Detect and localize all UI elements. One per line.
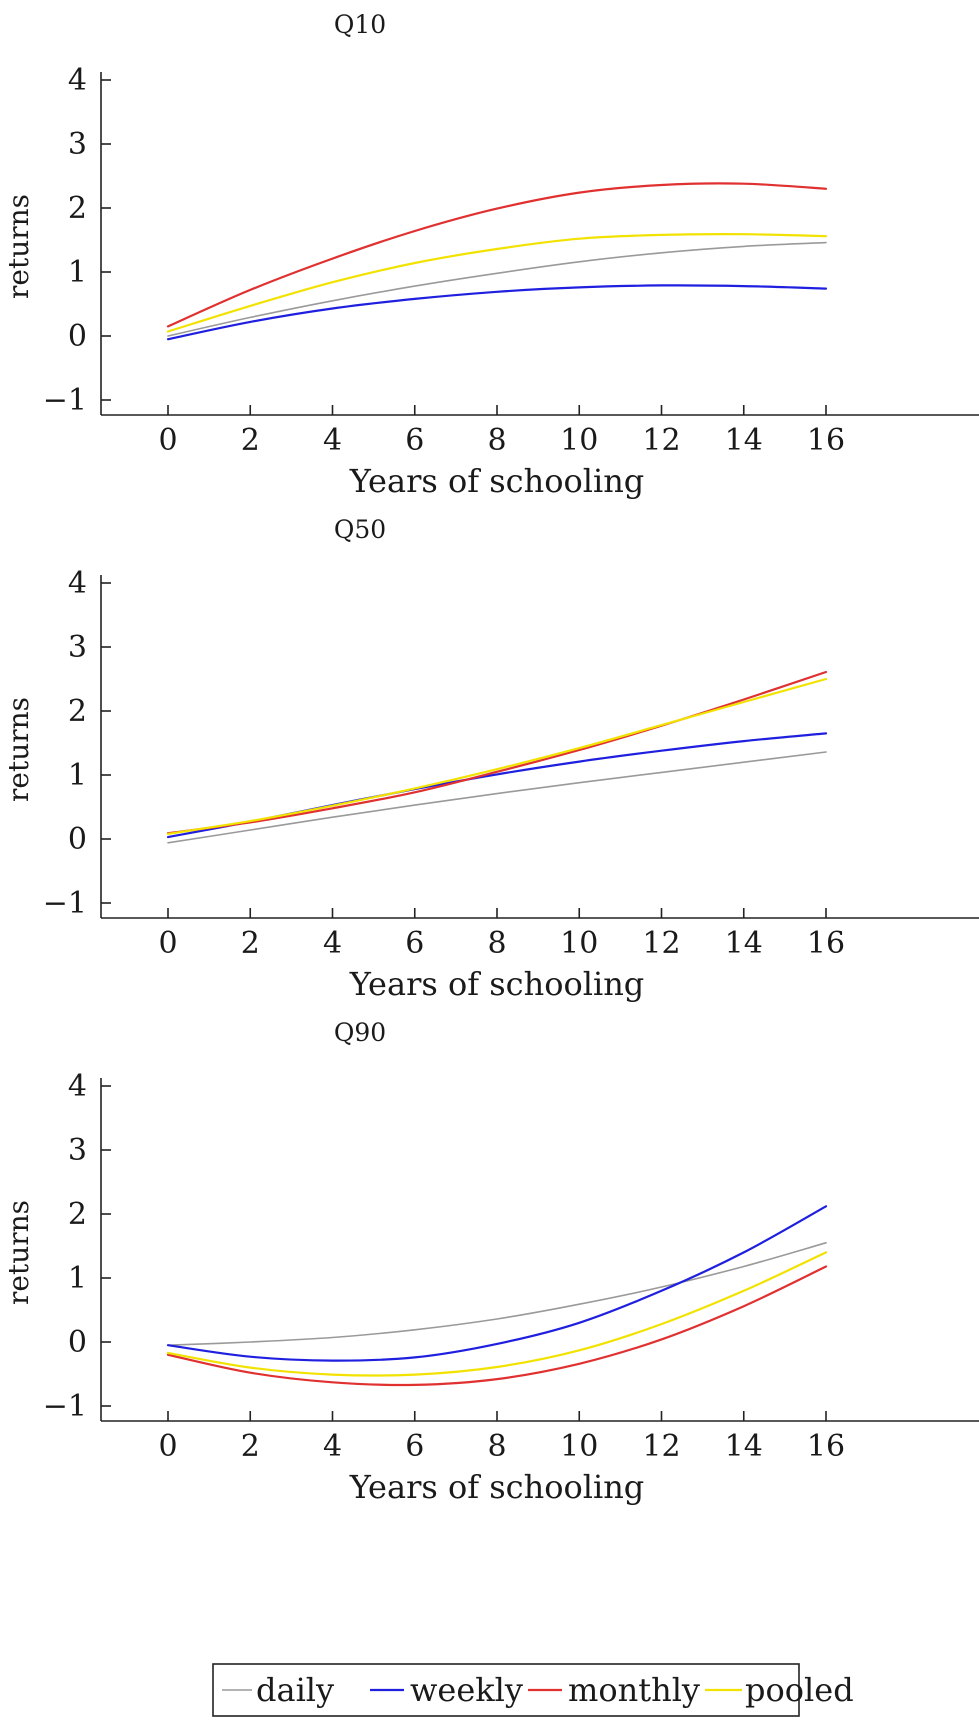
y-axis-label: returns xyxy=(2,697,35,802)
y-tick-label: 2 xyxy=(68,694,87,729)
x-tick-label: 4 xyxy=(323,1429,342,1464)
y-tick-label: 2 xyxy=(68,191,87,226)
y-tick-label: 3 xyxy=(68,127,87,162)
y-tick-label: −1 xyxy=(43,1389,87,1424)
series-line-weekly xyxy=(166,284,828,341)
x-tick-label: 14 xyxy=(725,1429,763,1464)
y-tick-label: 4 xyxy=(68,1069,87,1104)
legend-box xyxy=(212,1663,800,1717)
x-tick-label: 10 xyxy=(560,423,598,458)
x-tick-label: 0 xyxy=(158,423,177,458)
x-axis-label: Years of schooling xyxy=(349,462,645,500)
legend-item-monthly: monthly xyxy=(528,1671,700,1709)
legend-label: pooled xyxy=(745,1671,854,1709)
y-tick-label: 1 xyxy=(68,758,87,793)
x-tick-label: 2 xyxy=(241,1429,260,1464)
series-line-daily xyxy=(167,241,827,337)
x-tick-label: 10 xyxy=(560,926,598,961)
x-tick-label: 6 xyxy=(405,1429,424,1464)
series-line-monthly xyxy=(166,670,828,835)
chart-title: Q50 xyxy=(334,515,386,544)
x-axis-label: Years of schooling xyxy=(349,1468,645,1506)
y-tick-label: 1 xyxy=(68,255,87,290)
x-tick-label: 0 xyxy=(158,926,177,961)
y-tick-label: 2 xyxy=(68,1197,87,1232)
series-line-pooled xyxy=(166,1251,828,1377)
y-tick-label: −1 xyxy=(43,383,87,418)
chart-title: Q10 xyxy=(334,10,386,39)
legend-label: daily xyxy=(256,1671,334,1709)
x-tick-label: 14 xyxy=(725,423,763,458)
x-tick-label: 2 xyxy=(241,926,260,961)
x-axis-label: Years of schooling xyxy=(349,965,645,1003)
legend-item-pooled: pooled xyxy=(705,1671,854,1709)
y-tick-label: −1 xyxy=(43,886,87,921)
legend-item-daily: daily xyxy=(222,1671,334,1709)
x-tick-label: 6 xyxy=(405,926,424,961)
series-line-weekly xyxy=(166,732,828,839)
series-line-daily xyxy=(167,751,827,844)
x-tick-label: 4 xyxy=(323,926,342,961)
x-tick-label: 14 xyxy=(725,926,763,961)
x-tick-label: 16 xyxy=(807,926,845,961)
x-tick-label: 10 xyxy=(560,1429,598,1464)
y-tick-label: 0 xyxy=(68,319,87,354)
legend: daily weekly monthly pooled xyxy=(212,1663,854,1717)
y-tick-label: 4 xyxy=(68,63,87,98)
y-axis-label: returns xyxy=(2,194,35,299)
legend-item-weekly: weekly xyxy=(370,1671,523,1709)
series-line-monthly xyxy=(166,182,828,328)
y-tick-label: 3 xyxy=(68,1133,87,1168)
series-line-daily xyxy=(167,1242,827,1346)
x-tick-label: 0 xyxy=(158,1429,177,1464)
x-tick-label: 8 xyxy=(487,423,506,458)
x-tick-label: 6 xyxy=(405,423,424,458)
x-tick-label: 8 xyxy=(487,1429,506,1464)
x-tick-label: 12 xyxy=(642,423,680,458)
x-tick-label: 8 xyxy=(487,926,506,961)
legend-label: weekly xyxy=(410,1671,523,1709)
x-tick-label: 12 xyxy=(642,926,680,961)
x-tick-label: 12 xyxy=(642,1429,680,1464)
y-tick-label: 4 xyxy=(68,566,87,601)
y-tick-label: 1 xyxy=(68,1261,87,1296)
y-tick-label: 3 xyxy=(68,630,87,665)
series-line-pooled xyxy=(166,677,828,835)
x-tick-label: 2 xyxy=(241,423,260,458)
series-line-pooled xyxy=(166,233,828,333)
legend-label: monthly xyxy=(568,1671,700,1709)
x-tick-label: 16 xyxy=(807,1429,845,1464)
y-tick-label: 0 xyxy=(68,822,87,857)
series-line-weekly xyxy=(166,1205,828,1362)
x-tick-label: 16 xyxy=(807,423,845,458)
y-axis-label: returns xyxy=(2,1200,35,1305)
chart-title: Q90 xyxy=(334,1018,386,1047)
series-line-monthly xyxy=(166,1265,828,1387)
x-tick-label: 4 xyxy=(323,423,342,458)
y-tick-label: 0 xyxy=(68,1325,87,1360)
